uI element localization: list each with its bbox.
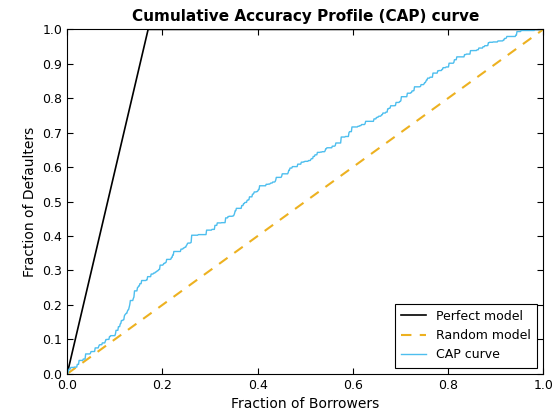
- CAP curve: [353, 124, 360, 129]
- Perfect model: [64, 371, 71, 376]
- Legend: Perfect model, Random model, CAP curve: Perfect model, Random model, CAP curve: [395, 304, 537, 368]
- Perfect model: [144, 27, 151, 32]
- Line: CAP curve: CAP curve: [67, 29, 543, 374]
- CAP curve: [474, 47, 480, 52]
- CAP curve: [340, 134, 347, 139]
- X-axis label: Fraction of Borrowers: Fraction of Borrowers: [231, 397, 379, 411]
- Y-axis label: Fraction of Defaulters: Fraction of Defaulters: [23, 126, 37, 277]
- Perfect model: [540, 27, 547, 32]
- CAP curve: [425, 76, 432, 81]
- Title: Cumulative Accuracy Profile (CAP) curve: Cumulative Accuracy Profile (CAP) curve: [132, 9, 479, 24]
- CAP curve: [538, 27, 544, 32]
- CAP curve: [64, 371, 71, 376]
- CAP curve: [367, 119, 374, 124]
- CAP curve: [93, 345, 100, 350]
- CAP curve: [540, 27, 547, 32]
- Line: Perfect model: Perfect model: [67, 29, 543, 374]
